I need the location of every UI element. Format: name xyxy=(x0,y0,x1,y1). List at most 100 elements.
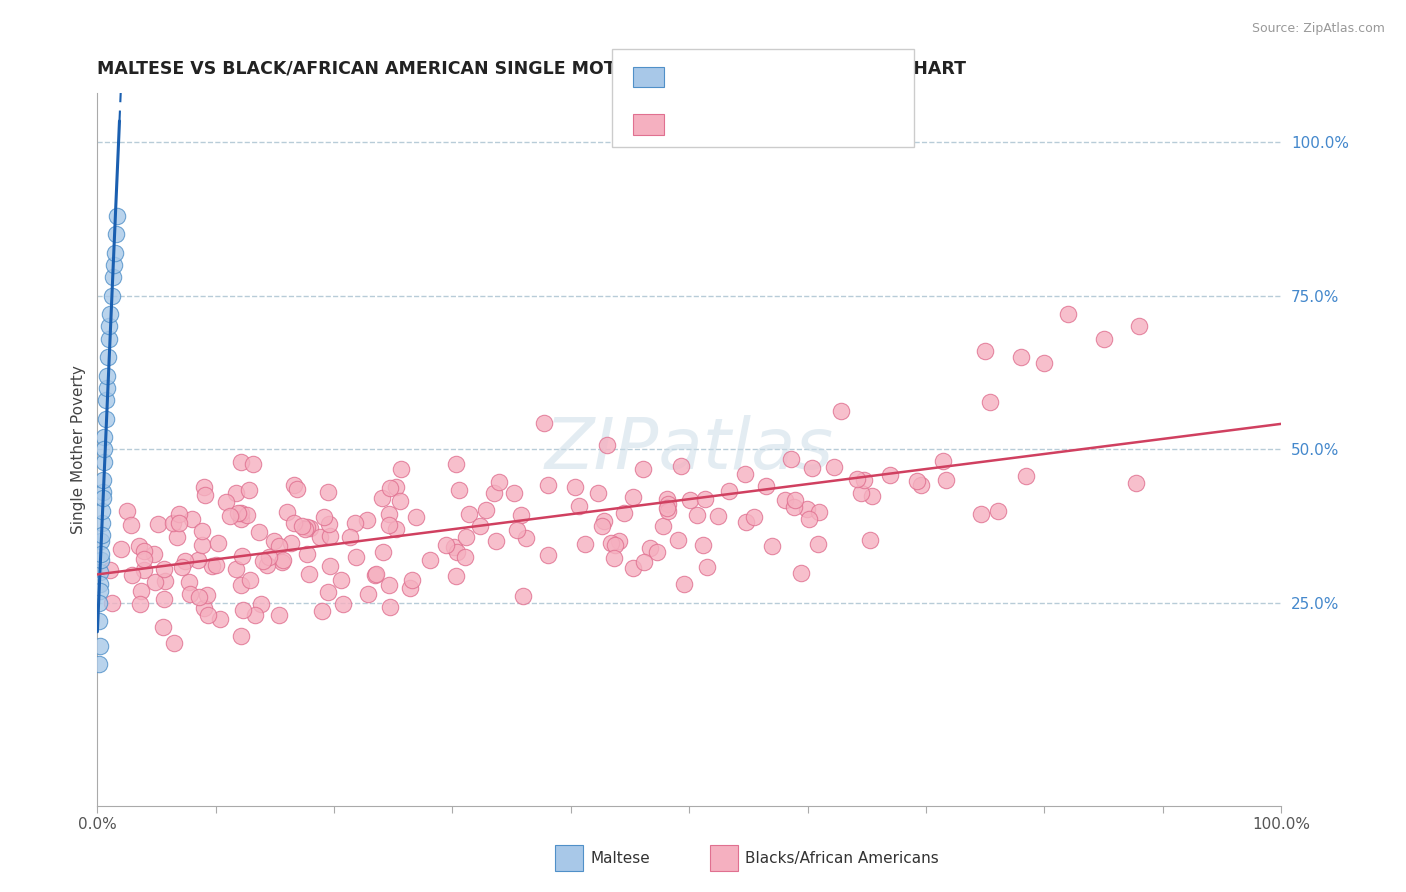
Y-axis label: Single Mother Poverty: Single Mother Poverty xyxy=(72,365,86,533)
Point xyxy=(291,519,314,533)
Point xyxy=(775,492,797,507)
Point xyxy=(356,513,378,527)
Point xyxy=(96,368,118,383)
Point xyxy=(446,545,468,559)
Point xyxy=(232,603,254,617)
Point xyxy=(859,533,882,547)
Point xyxy=(91,516,114,530)
Point xyxy=(225,562,247,576)
Point xyxy=(297,520,319,534)
Point xyxy=(242,458,264,472)
Point xyxy=(312,509,335,524)
Point xyxy=(167,507,190,521)
Point xyxy=(707,508,730,523)
Point xyxy=(98,563,121,577)
Point xyxy=(1092,332,1115,346)
Point xyxy=(444,568,467,582)
Point xyxy=(638,541,661,555)
Point xyxy=(229,629,252,643)
Point xyxy=(187,553,209,567)
Point xyxy=(800,461,823,475)
Point xyxy=(96,381,118,395)
Point xyxy=(132,544,155,558)
Point xyxy=(735,515,758,529)
Point xyxy=(225,485,247,500)
Point xyxy=(686,508,709,522)
Point xyxy=(378,518,401,533)
Point xyxy=(89,639,111,653)
Point xyxy=(311,603,333,617)
Text: Blacks/African Americans: Blacks/African Americans xyxy=(745,851,939,865)
Point xyxy=(510,508,533,522)
Point xyxy=(718,483,741,498)
Point xyxy=(979,395,1001,409)
Point xyxy=(91,528,114,542)
Point xyxy=(401,573,423,587)
Point xyxy=(692,538,714,552)
Point xyxy=(195,588,218,602)
Point xyxy=(94,411,117,425)
Point xyxy=(389,494,412,508)
Point xyxy=(434,538,457,552)
Point xyxy=(603,538,626,552)
Point xyxy=(259,550,281,565)
Point xyxy=(533,416,555,430)
Point xyxy=(236,508,259,522)
Point xyxy=(90,553,112,567)
Point xyxy=(100,289,122,303)
Point xyxy=(231,506,253,520)
Point xyxy=(298,567,321,582)
Point xyxy=(1015,468,1038,483)
Point xyxy=(295,548,318,562)
Point xyxy=(910,477,932,491)
Point xyxy=(453,549,475,564)
Point xyxy=(783,500,806,514)
Point xyxy=(405,509,427,524)
Point xyxy=(655,500,678,515)
Point xyxy=(153,574,176,588)
Point xyxy=(515,531,537,545)
Point xyxy=(669,458,692,473)
Point xyxy=(796,502,818,516)
Point xyxy=(153,562,176,576)
Point xyxy=(696,560,718,574)
Point xyxy=(93,442,115,457)
Point xyxy=(93,430,115,444)
Point xyxy=(91,473,114,487)
Point xyxy=(474,503,496,517)
Point xyxy=(129,597,152,611)
Point xyxy=(90,534,112,549)
Point xyxy=(830,404,852,418)
Point xyxy=(271,556,294,570)
Text: Source: ZipAtlas.com: Source: ZipAtlas.com xyxy=(1251,22,1385,36)
Point xyxy=(932,453,955,467)
Point xyxy=(191,538,214,552)
Point xyxy=(115,504,138,518)
Point xyxy=(228,507,250,521)
Point xyxy=(110,541,132,556)
Point xyxy=(1125,476,1147,491)
Text: ZIPatlas: ZIPatlas xyxy=(544,415,834,483)
Point xyxy=(808,505,831,519)
Point xyxy=(380,599,402,614)
Point xyxy=(91,485,114,500)
Point xyxy=(607,534,630,549)
Point xyxy=(87,596,110,610)
Point xyxy=(132,563,155,577)
Point xyxy=(503,486,526,500)
Point xyxy=(285,482,308,496)
Point xyxy=(621,490,644,504)
Point xyxy=(256,558,278,572)
Point xyxy=(823,459,845,474)
Point xyxy=(218,508,240,523)
Point xyxy=(488,475,510,489)
Point xyxy=(673,577,696,591)
Point xyxy=(785,492,807,507)
Point xyxy=(269,540,291,554)
Point xyxy=(167,516,190,531)
Point xyxy=(599,535,621,549)
Point xyxy=(443,540,465,554)
Point xyxy=(807,537,830,551)
Point xyxy=(101,270,124,285)
Point xyxy=(308,530,330,544)
